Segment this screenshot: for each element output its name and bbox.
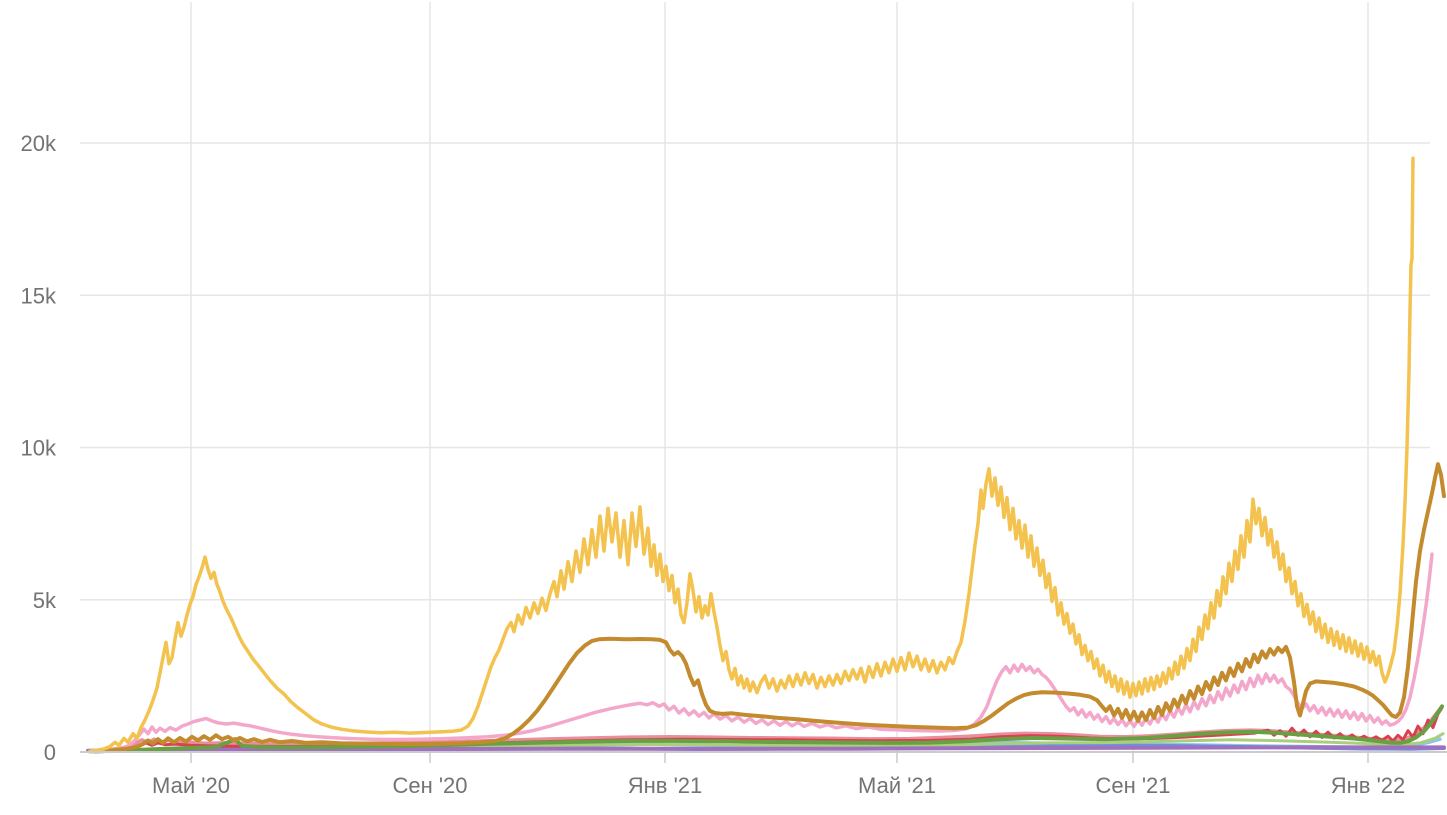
label-layer: 0 5k 10k 15k 20k Май '20 Сен '20 Янв '21 Май '21… [21, 131, 1406, 798]
x-axis-label: Май '21 [858, 773, 936, 798]
plot-area[interactable] [80, 2, 1447, 752]
x-axis-label: Сен '20 [392, 773, 467, 798]
series-green-line[interactable] [93, 704, 1444, 754]
y-axis-label: 15k [21, 283, 57, 308]
x-axis-label: Май '20 [152, 773, 230, 798]
grid-layer [80, 2, 1430, 753]
y-axis-label: 10k [21, 436, 57, 461]
y-axis-label: 0 [44, 740, 56, 765]
series-yellow-line[interactable] [88, 156, 1415, 753]
x-axis-label: Янв '21 [628, 773, 703, 798]
series-dark-gold-line[interactable] [88, 462, 1446, 754]
y-axis-label: 5k [33, 588, 57, 613]
series-layer [86, 156, 1446, 754]
axis-layer [80, 751, 1447, 763]
x-axis-label: Янв '22 [1331, 773, 1406, 798]
y-axis-label: 20k [21, 131, 57, 156]
x-axis-label: Сен '21 [1095, 773, 1170, 798]
